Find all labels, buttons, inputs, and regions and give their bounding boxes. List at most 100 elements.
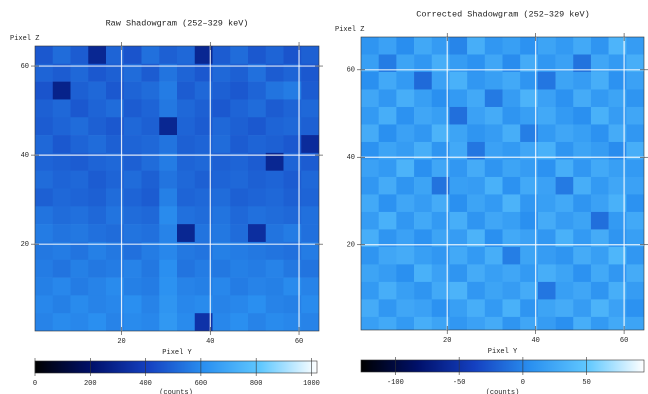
cell	[520, 246, 539, 265]
cell	[35, 241, 54, 261]
cell	[35, 99, 54, 118]
cell	[502, 159, 521, 178]
heatmap-cells	[35, 46, 319, 331]
cell	[123, 99, 142, 118]
cell	[484, 194, 503, 213]
cell	[283, 277, 302, 296]
cell	[537, 159, 556, 178]
cell	[555, 89, 574, 108]
cell	[573, 299, 592, 318]
cell	[520, 281, 539, 300]
cell	[194, 206, 213, 225]
chart-title: Corrected Shadowgram (252–329 keV)	[416, 9, 589, 19]
cell	[177, 99, 196, 118]
cell	[141, 117, 160, 136]
cell	[70, 46, 89, 65]
y-tick-label: 60	[347, 67, 355, 75]
y-tick-label: 60	[21, 63, 29, 71]
cell	[141, 277, 160, 296]
cell	[467, 194, 486, 213]
cell	[414, 71, 433, 90]
cell	[52, 259, 71, 278]
cell	[467, 264, 486, 283]
cell	[361, 124, 379, 143]
cell	[106, 188, 125, 207]
cell	[301, 135, 319, 154]
cell	[590, 299, 609, 318]
cell	[431, 159, 450, 178]
cell	[248, 152, 267, 171]
cell	[70, 206, 89, 225]
cell	[626, 229, 644, 248]
cell	[361, 229, 379, 248]
cell	[159, 99, 178, 118]
cell	[555, 229, 574, 248]
cell	[52, 277, 71, 296]
cell	[283, 117, 302, 136]
colorbar-tick-label: -50	[453, 379, 466, 387]
cell	[555, 106, 574, 125]
cell	[396, 37, 415, 55]
cell	[414, 211, 433, 230]
cell	[361, 106, 379, 125]
cell	[35, 206, 54, 225]
plot-frame	[34, 45, 320, 332]
cell	[537, 124, 556, 143]
cell	[52, 99, 71, 118]
cell	[35, 46, 54, 65]
cell	[608, 54, 627, 73]
cell	[212, 224, 231, 243]
cell	[361, 281, 379, 300]
cell	[230, 99, 249, 118]
cell	[265, 152, 284, 171]
colorbar-tick-label: 200	[84, 380, 97, 388]
cell	[520, 176, 539, 195]
cell	[301, 206, 319, 225]
cell	[35, 259, 54, 278]
cell	[573, 141, 592, 160]
cell	[467, 176, 486, 195]
cell	[265, 259, 284, 278]
cell	[248, 170, 267, 189]
cell	[141, 135, 160, 154]
cell	[123, 313, 142, 331]
cell	[626, 141, 644, 160]
cell	[449, 106, 468, 125]
cell	[537, 229, 556, 248]
cell	[301, 277, 319, 296]
y-tick-label: 40	[347, 154, 355, 162]
cell	[159, 259, 178, 278]
cell	[449, 89, 468, 108]
cell	[626, 246, 644, 265]
cell	[361, 299, 379, 318]
cell	[70, 63, 89, 82]
cell	[396, 141, 415, 160]
cell	[608, 264, 627, 283]
cell	[590, 281, 609, 300]
cell	[414, 299, 433, 318]
cell	[449, 299, 468, 318]
cell	[35, 224, 54, 243]
cell	[88, 188, 107, 207]
cell	[537, 106, 556, 125]
cell	[590, 54, 609, 73]
cell	[212, 170, 231, 189]
cell	[449, 54, 468, 73]
cell	[608, 246, 627, 265]
cell	[70, 81, 89, 100]
cell	[396, 281, 415, 300]
cell	[590, 246, 609, 265]
cell	[555, 246, 574, 265]
cell	[414, 37, 433, 55]
cell	[88, 241, 107, 261]
cell	[52, 46, 71, 65]
cell	[626, 124, 644, 143]
cell	[467, 281, 486, 300]
colorbar-tick-label: 800	[250, 380, 263, 388]
cell	[70, 295, 89, 314]
cell	[230, 224, 249, 243]
cell	[123, 259, 142, 278]
cell	[35, 81, 54, 100]
cell	[283, 188, 302, 207]
cell	[177, 152, 196, 171]
